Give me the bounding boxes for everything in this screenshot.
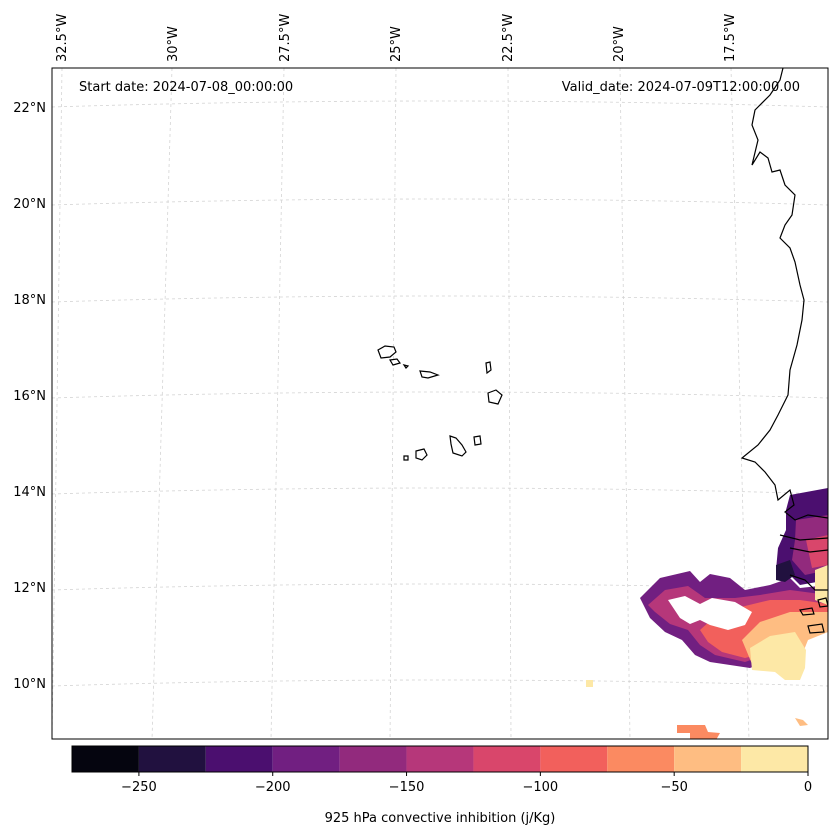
- cin-gap: [668, 596, 752, 630]
- cin-coast-dark: [776, 560, 795, 582]
- gambia-river: [789, 547, 828, 553]
- start-date-label: Start date: 2024-07-08_00:00:00: [79, 80, 293, 95]
- graticule: [52, 68, 828, 739]
- cape-verde-islands: [377, 345, 503, 461]
- meridian-25w: [389, 68, 397, 739]
- cin-coast-band-4: [815, 565, 828, 605]
- island-santa-luzia: [402, 364, 410, 369]
- colorbar-swatch: [138, 746, 206, 772]
- lon-label-25w: 25°W: [389, 26, 404, 62]
- colorbar-tick-label: 0: [804, 780, 812, 795]
- colorbar-swatch: [72, 746, 139, 772]
- meridian-27-5w: [270, 68, 285, 739]
- island-santiago: [449, 435, 467, 457]
- colorbar-tick-label: −200: [255, 780, 291, 795]
- parallel-10n: [52, 679, 828, 687]
- island-sal: [485, 361, 492, 375]
- parallel-20n: [52, 198, 828, 206]
- colorbar-tick-label: −150: [389, 780, 425, 795]
- map-frame: [51, 67, 829, 740]
- lat-label-12n: 12°N: [13, 581, 46, 596]
- cin-speck-3: [795, 718, 808, 726]
- colorbar-swatch: [406, 746, 474, 772]
- meridian-20w: [619, 68, 631, 739]
- lon-label-32-5w: 32.5°W: [55, 14, 70, 62]
- cin-region-0: [750, 632, 806, 680]
- lon-labels: 32.5°W 30°W 27.5°W 25°W 22.5°W 20°W 17.5…: [55, 14, 738, 62]
- lon-label-30w: 30°W: [166, 26, 181, 62]
- colorbar-swatch: [205, 746, 273, 772]
- valid-date-label: Valid_date: 2024-07-09T12:00:00.00: [562, 80, 800, 95]
- bijagos-1: [799, 607, 815, 616]
- meridian-32-5w: [52, 68, 63, 739]
- meridian-22-5w: [507, 68, 512, 739]
- parallel-12n: [52, 583, 828, 591]
- lat-labels: 22°N 20°N 18°N 16°N 14°N 12°N 10°N: [13, 101, 46, 692]
- colorbar-swatch: [339, 746, 407, 772]
- colorbar-swatch: [674, 746, 742, 772]
- colorbar-swatch: [473, 746, 541, 772]
- lat-label-22n: 22°N: [13, 101, 46, 116]
- parallel-16n: [52, 391, 828, 399]
- colorbar-tick-label: −50: [660, 780, 687, 795]
- lat-label-16n: 16°N: [13, 389, 46, 404]
- meridian-30w: [151, 68, 173, 739]
- parallel-14n: [52, 487, 828, 495]
- colorbar-swatch: [540, 746, 608, 772]
- island-maio: [473, 435, 482, 446]
- cin-field: [586, 488, 828, 739]
- island-fogo: [415, 448, 428, 461]
- lat-label-10n: 10°N: [13, 677, 46, 692]
- lat-label-14n: 14°N: [13, 485, 46, 500]
- colorbar-swatch: [272, 746, 340, 772]
- lon-label-27-5w: 27.5°W: [278, 14, 293, 62]
- island-brava: [403, 455, 409, 461]
- lon-label-17-5w: 17.5°W: [723, 14, 738, 62]
- lon-label-22-5w: 22.5°W: [501, 14, 516, 62]
- island-sao-nicolau: [419, 370, 440, 379]
- guinea-bissau-coast: [789, 574, 828, 591]
- island-santo-antao: [377, 345, 397, 359]
- colorbar-swatch: [607, 746, 675, 772]
- colorbar-tick-label: −250: [121, 780, 157, 795]
- lat-label-18n: 18°N: [13, 293, 46, 308]
- parallel-22n: [52, 100, 828, 108]
- colorbar: −250 −200 −150 −100 −50 0: [71, 745, 812, 795]
- colorbar-swatch: [741, 746, 808, 772]
- bijagos-3: [817, 597, 828, 608]
- bijagos-2: [807, 623, 825, 634]
- senegal-border: [779, 534, 828, 541]
- cin-speck-2: [677, 725, 720, 739]
- coastlines: [740, 68, 828, 634]
- colorbar-tick-label: −100: [523, 780, 559, 795]
- parallel-18n: [52, 295, 828, 303]
- island-sao-vicente: [389, 358, 402, 366]
- lat-label-20n: 20°N: [13, 197, 46, 212]
- africa-coastline: [740, 68, 828, 521]
- lon-label-20w: 20°W: [612, 26, 627, 62]
- cin-speck-1: [586, 680, 593, 687]
- colorbar-label: 925 hPa convective inhibition (j/Kg): [325, 811, 556, 826]
- colorbar-frame: [71, 745, 809, 773]
- island-boa-vista: [487, 389, 503, 405]
